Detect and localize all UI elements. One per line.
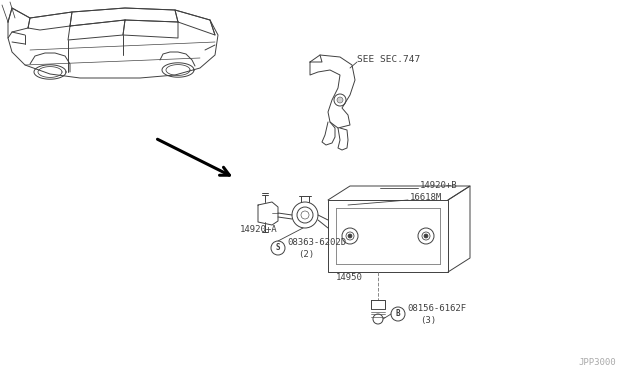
Text: 14920+B: 14920+B (420, 181, 458, 190)
Text: 08363-6202D: 08363-6202D (287, 238, 346, 247)
Circle shape (348, 234, 352, 238)
Circle shape (337, 97, 343, 103)
Circle shape (424, 234, 428, 238)
Text: 14920+A: 14920+A (240, 225, 278, 234)
Text: 08156-6162F: 08156-6162F (407, 304, 466, 313)
Text: B: B (396, 310, 400, 318)
Text: 16618M: 16618M (410, 193, 442, 202)
Text: SEE SEC.747: SEE SEC.747 (357, 55, 420, 64)
Text: (3): (3) (420, 316, 436, 325)
Text: S: S (276, 244, 280, 253)
Text: 14950: 14950 (336, 273, 363, 282)
Text: JPP3000: JPP3000 (578, 358, 616, 367)
Text: (2): (2) (298, 250, 314, 259)
